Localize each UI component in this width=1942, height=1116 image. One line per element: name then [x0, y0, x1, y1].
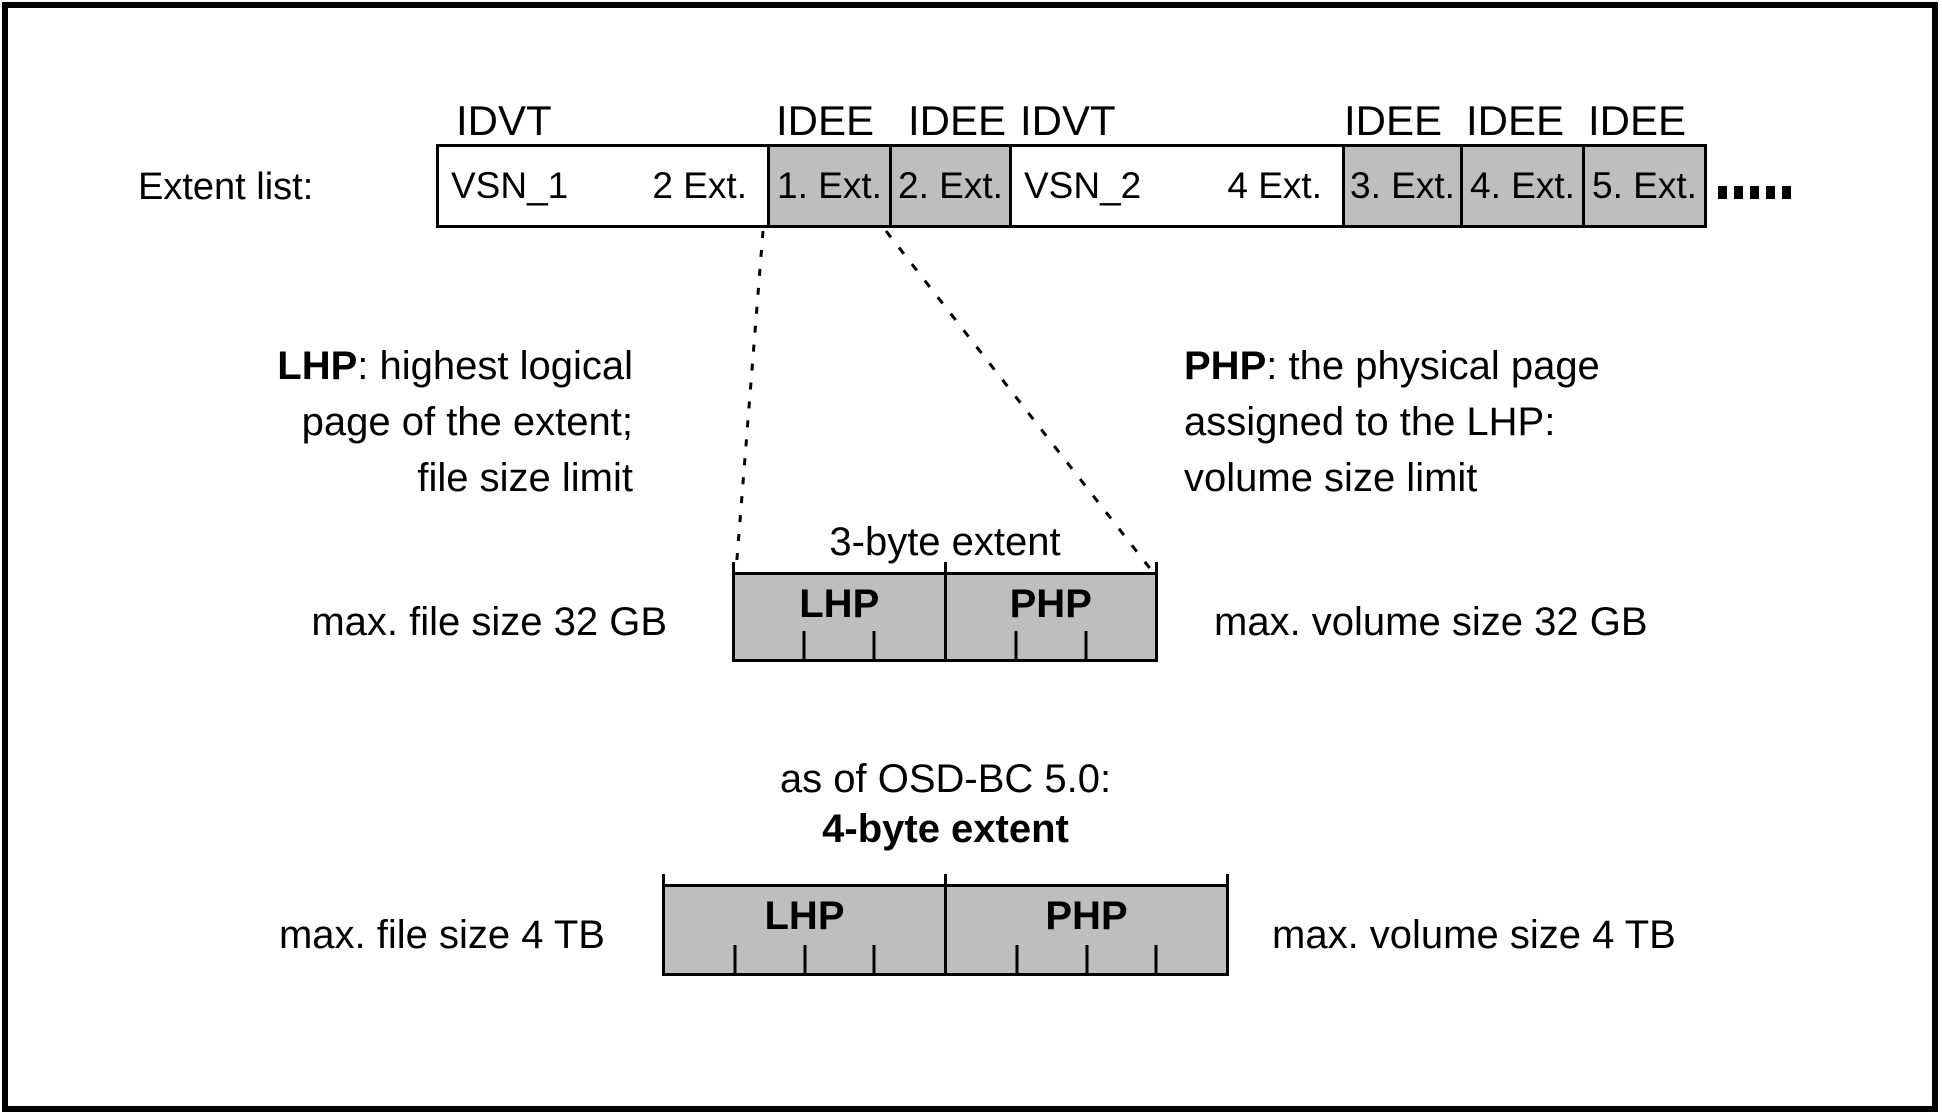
lhp-field-label: LHP — [764, 894, 845, 938]
header-idee-5: IDEE — [1588, 97, 1687, 144]
four-byte-extent-box: LHP PHP — [662, 874, 1229, 976]
vsn2-label: VSN_2 — [1024, 165, 1142, 206]
cell-idvt-vsn2: VSN_2 4 Ext. — [1009, 144, 1345, 228]
lhp-note-line2: page of the extent; — [301, 400, 633, 444]
cell-idee-ext4: 4. Ext. — [1460, 144, 1585, 228]
php-term: PHP — [1184, 344, 1267, 388]
four-byte-extent-title: 4-byte extent — [822, 807, 1069, 851]
box-top-stub — [662, 874, 665, 887]
max-volume-size-4tb-caption: max. volume size 4 TB — [1272, 913, 1676, 957]
header-idvt-2: IDVT — [1020, 97, 1116, 144]
cell-idee-ext1: 1. Ext. — [767, 144, 892, 228]
box-top-stub — [943, 562, 947, 575]
three-byte-extent-title: 3-byte extent — [829, 520, 1061, 564]
max-volume-size-32gb-caption: max. volume size 32 GB — [1214, 600, 1648, 644]
max-file-size-32gb-caption: max. file size 32 GB — [311, 600, 667, 644]
cell-idee-ext3: 3. Ext. — [1342, 144, 1463, 228]
box-top-stub — [1226, 874, 1229, 887]
lhp-note-line1: LHP: highest logical — [238, 338, 633, 394]
max-file-size-4tb-caption: max. file size 4 TB — [278, 913, 605, 957]
four-byte-lhp-field: LHP — [665, 887, 944, 973]
header-idvt-1: IDVT — [456, 97, 552, 144]
vsn1-label: VSN_1 — [451, 165, 569, 206]
php-definition-note: PHP: the physical page assigned to the L… — [1184, 338, 1600, 506]
lhp-definition-note: LHP: highest logical page of the extent;… — [238, 338, 633, 506]
ellipsis-square — [1766, 186, 1775, 199]
byte-tick — [1015, 945, 1019, 973]
vsn2-ext-count: 4 Ext. — [1227, 165, 1322, 206]
cell-idvt-vsn1: VSN_1 2 Ext. — [436, 144, 770, 228]
ellipsis-square — [1734, 186, 1743, 199]
three-byte-extent-box: LHP PHP — [732, 562, 1158, 662]
php-note-line1: PHP: the physical page — [1184, 338, 1600, 394]
extent-list-label: Extent list: — [138, 166, 314, 208]
byte-tick — [802, 631, 806, 659]
php-note-line2: assigned to the LHP: — [1184, 400, 1556, 444]
ellipsis-square — [1782, 186, 1791, 199]
byte-tick — [1085, 945, 1088, 973]
cell-idee-ext5: 5. Ext. — [1582, 144, 1707, 228]
three-byte-php-field: PHP — [943, 575, 1156, 659]
byte-tick — [733, 945, 737, 973]
byte-tick — [803, 945, 806, 973]
header-idee-1: IDEE — [776, 97, 875, 144]
byte-tick — [872, 631, 876, 659]
cell-idee-ext2: 2. Ext. — [889, 144, 1012, 228]
header-idee-2: IDEE — [908, 97, 1007, 144]
four-byte-php-field: PHP — [944, 887, 1226, 973]
extent-list-row: VSN_1 2 Ext. 1. Ext. 2. Ext. VSN_2 4 Ext… — [436, 144, 1707, 228]
ellipsis-square — [1750, 186, 1759, 199]
lhp-field-label: LHP — [799, 582, 880, 626]
php-line1-rest: : the physical page — [1266, 344, 1600, 388]
osd-bc-intro-line: as of OSD-BC 5.0: — [779, 757, 1112, 801]
continuation-ellipsis — [1718, 186, 1791, 199]
byte-tick — [872, 945, 876, 973]
lhp-term: LHP — [277, 344, 358, 388]
box-top-stub — [944, 874, 947, 887]
ellipsis-square — [1718, 186, 1727, 199]
vsn1-ext-count: 2 Ext. — [652, 165, 747, 206]
header-idee-4: IDEE — [1466, 97, 1565, 144]
lhp-note-line3: file size limit — [417, 456, 633, 500]
php-field-label: PHP — [1045, 894, 1128, 938]
byte-tick — [1154, 945, 1158, 973]
three-byte-lhp-field: LHP — [735, 575, 944, 659]
box-top-stub — [1155, 562, 1158, 575]
header-idee-3: IDEE — [1344, 97, 1443, 144]
byte-tick — [1014, 631, 1018, 659]
box-top-stub — [732, 562, 735, 575]
byte-tick — [1084, 631, 1087, 659]
lhp-line1-rest: : highest logical — [357, 344, 633, 388]
php-field-label: PHP — [1009, 582, 1092, 626]
php-note-line3: volume size limit — [1184, 456, 1478, 500]
